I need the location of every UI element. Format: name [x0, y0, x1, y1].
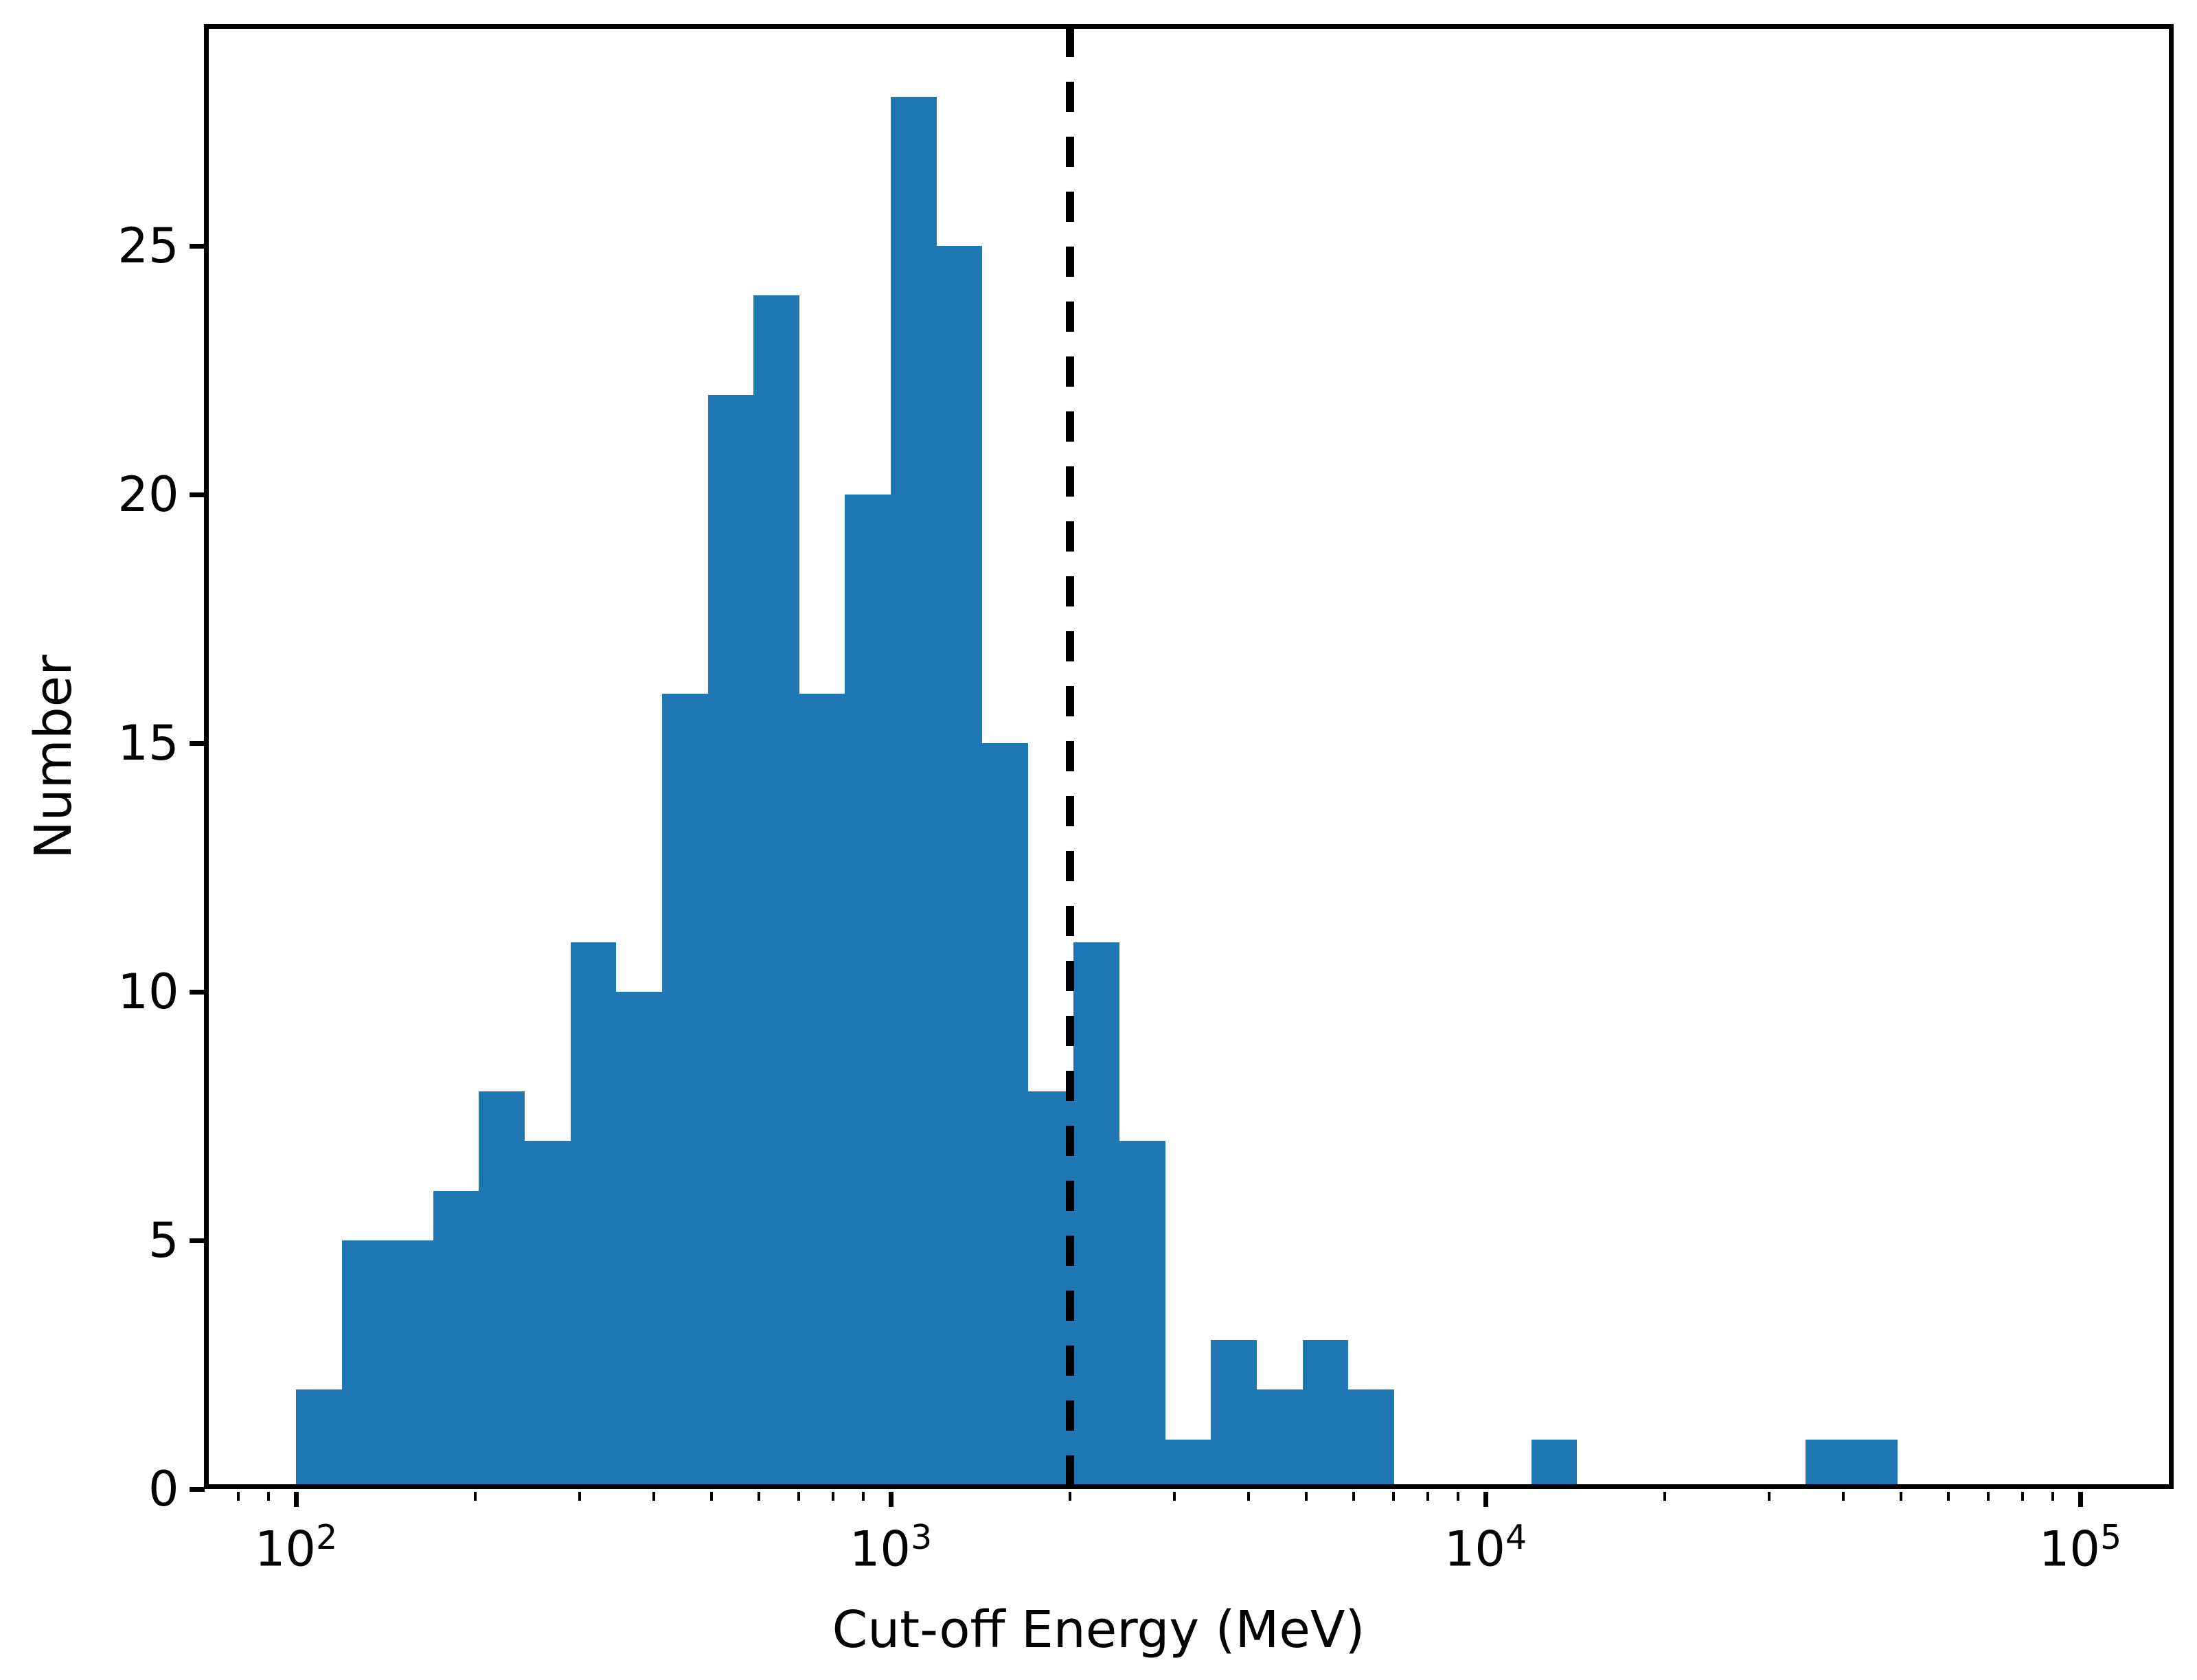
- y-axis-label: Number: [24, 655, 83, 859]
- y-major-tick: [189, 1238, 205, 1243]
- y-tick-label: 15: [117, 715, 179, 771]
- histogram-bar: [661, 693, 708, 1489]
- x-major-tick: [2078, 1491, 2083, 1507]
- histogram-bar: [845, 495, 891, 1489]
- y-major-tick: [189, 243, 205, 249]
- histogram-bar: [891, 96, 937, 1489]
- x-tick-label: 103: [849, 1518, 933, 1578]
- x-minor-tick: [1247, 1491, 1251, 1501]
- x-minor-tick: [862, 1491, 865, 1501]
- histogram-bar: [1531, 1439, 1578, 1489]
- x-minor-tick: [473, 1491, 477, 1501]
- histogram-bar: [707, 395, 754, 1489]
- x-tick-label: 104: [1444, 1518, 1527, 1578]
- x-minor-tick: [267, 1491, 271, 1501]
- y-tick-label: 5: [148, 1212, 179, 1269]
- x-minor-tick: [2051, 1491, 2055, 1501]
- histogram-bar: [570, 942, 617, 1489]
- histogram-bar: [1302, 1339, 1349, 1489]
- x-minor-tick: [1068, 1491, 1071, 1501]
- x-minor-tick: [237, 1491, 240, 1501]
- histogram-bar: [296, 1389, 342, 1489]
- histogram-bar: [1211, 1339, 1257, 1489]
- x-major-tick: [293, 1491, 299, 1507]
- x-minor-tick: [1768, 1491, 1771, 1501]
- x-minor-tick: [757, 1491, 760, 1501]
- histogram-bar: [1073, 942, 1120, 1489]
- y-tick-label: 25: [117, 218, 179, 274]
- x-minor-tick: [578, 1491, 582, 1501]
- x-minor-tick: [1391, 1491, 1395, 1501]
- x-major-tick: [888, 1491, 893, 1507]
- x-minor-tick: [652, 1491, 656, 1501]
- y-major-tick: [189, 989, 205, 995]
- x-minor-tick: [832, 1491, 835, 1501]
- histogram-bar: [982, 743, 1028, 1489]
- y-tick-label: 10: [117, 964, 179, 1020]
- histogram-bar: [433, 1190, 479, 1489]
- x-minor-tick: [1986, 1491, 1990, 1501]
- x-minor-tick: [710, 1491, 714, 1501]
- x-minor-tick: [1305, 1491, 1308, 1501]
- x-tick-label: 102: [254, 1518, 338, 1578]
- x-minor-tick: [2021, 1491, 2025, 1501]
- histogram-bar: [341, 1240, 388, 1489]
- histogram-bar: [1165, 1439, 1211, 1489]
- y-major-tick: [189, 740, 205, 746]
- plot-area: [204, 24, 2174, 1489]
- x-axis-label: Cut-off Energy (MeV): [832, 1600, 1365, 1659]
- cutoff-threshold-dashed-line: [1065, 27, 1074, 1489]
- x-minor-tick: [1426, 1491, 1430, 1501]
- histogram-bar: [1256, 1389, 1303, 1489]
- histogram-bar: [525, 1141, 571, 1489]
- x-tick-label: 105: [2038, 1518, 2122, 1578]
- x-minor-tick: [1457, 1491, 1460, 1501]
- y-major-tick: [189, 492, 205, 497]
- histogram-bar: [799, 693, 845, 1489]
- x-minor-tick: [797, 1491, 800, 1501]
- histogram-bar: [616, 992, 662, 1489]
- x-minor-tick: [1173, 1491, 1176, 1501]
- histogram-bar: [936, 246, 983, 1489]
- x-minor-tick: [1352, 1491, 1355, 1501]
- histogram-bar: [1119, 1141, 1165, 1489]
- y-tick-label: 20: [117, 466, 179, 523]
- y-major-tick: [189, 1486, 205, 1492]
- histogram-bar: [1348, 1389, 1394, 1489]
- x-minor-tick: [1842, 1491, 1845, 1501]
- histogram-bar: [1806, 1439, 1852, 1489]
- histogram-bar: [1851, 1439, 1898, 1489]
- x-minor-tick: [1663, 1491, 1666, 1501]
- histogram-bar: [479, 1091, 525, 1489]
- x-minor-tick: [1946, 1491, 1950, 1501]
- x-minor-tick: [1900, 1491, 1903, 1501]
- histogram-bar: [753, 295, 799, 1489]
- y-tick-label: 0: [148, 1461, 179, 1517]
- x-major-tick: [1483, 1491, 1488, 1507]
- histogram-bar: [387, 1240, 433, 1489]
